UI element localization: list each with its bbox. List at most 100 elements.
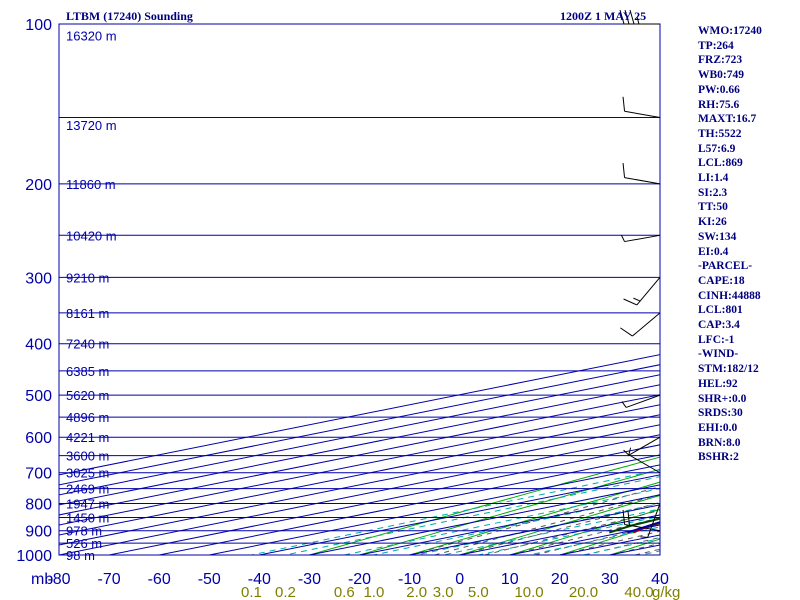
wind-barb-half-flag <box>633 297 641 302</box>
isotherm-line <box>59 394 660 516</box>
mixing-ratio-label: 0.2 <box>275 584 296 600</box>
height-label: 2469 m <box>66 482 109 497</box>
height-label: 5620 m <box>66 388 109 403</box>
y-axis-label: mb <box>31 571 53 588</box>
moist-adiabat-line <box>459 501 660 555</box>
temperature-tick-label: -30 <box>298 571 321 588</box>
wind-barb-flag <box>627 510 630 526</box>
temperature-tick-label: 40 <box>651 571 669 588</box>
mixing-ratio-label: 40.0 <box>624 584 653 600</box>
wind-barb-flag <box>622 509 626 525</box>
height-label: 4221 m <box>66 430 109 445</box>
index-row: SI:2.3 <box>698 186 728 199</box>
plot-area <box>59 24 660 555</box>
temperature-tick-label: -70 <box>98 571 121 588</box>
wind-barb-shaft <box>628 436 661 456</box>
wind-barb-shaft <box>628 454 661 474</box>
height-label: 4896 m <box>66 410 109 425</box>
index-row: -WIND- <box>698 348 739 361</box>
index-row: EHI:0.0 <box>698 421 738 434</box>
temperature-tick-label: -40 <box>248 571 271 588</box>
index-row: KI:26 <box>698 216 727 229</box>
wind-barb-half-flag <box>621 401 627 408</box>
index-row: SW:134 <box>698 230 737 243</box>
height-label: 526 m <box>66 536 102 551</box>
height-label: 10420 m <box>66 228 117 243</box>
index-row: SHR+:0.0 <box>698 392 747 405</box>
wind-barb-half-flag <box>620 234 625 242</box>
mixing-ratio-unit: g/kg <box>652 584 680 600</box>
dry-adiabat-line <box>508 508 660 555</box>
pressure-tick-label: 400 <box>25 337 52 354</box>
wind-barb-flag <box>619 9 625 25</box>
height-label: 11860 m <box>66 177 116 192</box>
dry-adiabat-line <box>407 481 660 555</box>
isotherm-line <box>59 354 660 476</box>
index-row: WMO:17240 <box>698 25 762 37</box>
height-label: 98 m <box>66 548 95 563</box>
wind-barbs <box>619 9 661 538</box>
isotherm-line <box>59 434 660 555</box>
temperature-tick-label: 0 <box>455 571 464 588</box>
isotherm-line <box>59 384 660 506</box>
index-row: MAXT:16.7 <box>698 113 757 126</box>
index-row: EI:0.4 <box>698 245 729 258</box>
mixing-ratio-label: 0.6 <box>334 584 355 600</box>
index-row: RH:75.6 <box>698 98 740 111</box>
height-label: 7240 m <box>66 337 109 352</box>
isotherm-line <box>59 374 660 496</box>
pressure-tick-label: 200 <box>25 177 52 194</box>
pressure-tick-label: 900 <box>25 524 52 541</box>
temperature-tick-label: -80 <box>47 571 70 588</box>
wind-barb-flag <box>622 163 626 178</box>
height-label: 978 m <box>66 524 102 539</box>
height-label: 3025 m <box>66 466 109 481</box>
height-label: 6385 m <box>66 364 109 379</box>
height-label: 16320 m <box>66 28 117 43</box>
mixing-ratio-label: 5.0 <box>468 584 489 600</box>
isotherm-line <box>59 404 660 526</box>
wind-barb-shaft <box>624 523 661 532</box>
index-row: LCL:869 <box>698 157 743 170</box>
temperature-tick-label: -50 <box>198 571 221 588</box>
wind-barb-shaft <box>632 312 661 337</box>
mixing-ratio-label: 10.0 <box>514 584 543 600</box>
mixing-ratio-label: 2.0 <box>406 584 427 600</box>
index-row: CAPE:18 <box>698 274 745 287</box>
mixing-ratio-label: 1.0 <box>363 584 384 600</box>
wind-barb-flag <box>620 327 633 337</box>
wind-barb-shaft <box>647 503 661 538</box>
temperature-tick-label: -10 <box>398 571 421 588</box>
wind-barb-flag <box>622 96 626 112</box>
pressure-tick-label: 500 <box>25 388 52 405</box>
index-row: -PARCEL- <box>698 260 753 273</box>
height-label: 13720 m <box>66 118 117 133</box>
height-label: 8161 m <box>66 306 109 321</box>
wind-barb-half-flag <box>628 447 632 455</box>
moist-adiabat-line <box>484 509 660 555</box>
index-row: TH:5522 <box>698 127 742 140</box>
height-label: 9210 m <box>66 270 109 285</box>
index-row: LI:1.4 <box>698 172 729 185</box>
index-row: STM:182/12 <box>698 363 759 376</box>
pressure-tick-label: 300 <box>25 270 52 287</box>
mixing-ratio-label: 20.0 <box>569 584 598 600</box>
index-row: BRN:8.0 <box>698 436 741 449</box>
temperature-tick-label: -20 <box>348 571 371 588</box>
temperature-tick-label: 30 <box>601 571 619 588</box>
chart-title: LTBM (17240) Sounding <box>66 9 193 23</box>
index-row: PW:0.66 <box>698 83 740 96</box>
height-label: 1450 m <box>66 511 109 526</box>
wind-barb-shaft <box>624 177 661 185</box>
temperature-tick-label: 20 <box>551 571 569 588</box>
wind-barb-flag <box>624 9 630 25</box>
isotherm-line <box>59 424 660 546</box>
index-row: CINH:44888 <box>698 289 761 302</box>
index-row: TT:50 <box>698 201 728 214</box>
mixing-ratio-label: 0.1 <box>241 584 262 600</box>
index-row: LCL:801 <box>698 304 743 317</box>
wind-barb-flag <box>623 298 638 306</box>
temperature-tick-label: -60 <box>148 571 171 588</box>
wind-barb-shaft <box>624 110 661 118</box>
chart-datetime: 1200Z 1 MAY 25 <box>560 9 647 23</box>
